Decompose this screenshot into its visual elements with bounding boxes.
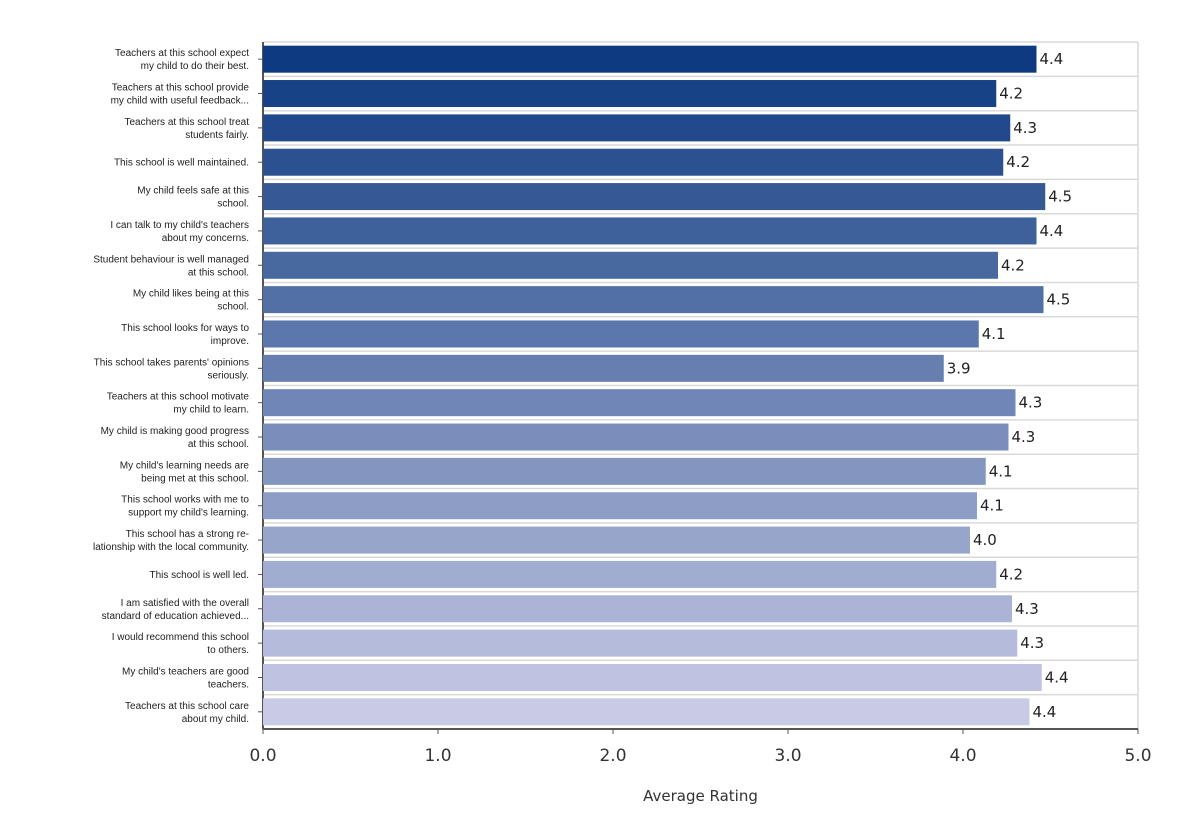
y-tick-label: being met at this school. — [141, 473, 249, 484]
bar[interactable] — [263, 457, 986, 485]
y-tick-label: standard of education achieved... — [102, 611, 249, 622]
y-tick-label: my child to learn. — [173, 405, 249, 416]
data-label: 4.2 — [999, 565, 1023, 583]
y-tick-label: This school takes parents' opinions — [94, 357, 249, 368]
y-tick-label: This school works with me to — [121, 495, 249, 506]
bar[interactable] — [263, 148, 1004, 176]
y-tick-label: I am satisfied with the overall — [121, 598, 249, 609]
y-tick-label: support my child's learning. — [128, 508, 249, 519]
bar[interactable] — [263, 45, 1037, 73]
y-tick-label: My child likes being at this — [133, 289, 249, 300]
data-label: 4.1 — [989, 462, 1013, 480]
y-tick-label: This school is well led. — [150, 570, 249, 581]
y-tick-label: school. — [217, 199, 249, 210]
bar[interactable] — [263, 698, 1030, 726]
y-tick-label: I would recommend this school — [112, 632, 249, 643]
y-tick-label: school. — [217, 302, 249, 313]
bar[interactable] — [263, 354, 944, 382]
y-tick-label: to others. — [207, 645, 249, 656]
bar[interactable] — [263, 320, 979, 348]
y-tick-label: Teachers at this school provide — [112, 83, 250, 94]
x-tick-label: 5.0 — [1124, 746, 1151, 766]
bar[interactable] — [263, 80, 997, 108]
x-tick-label: 4.0 — [949, 746, 976, 766]
x-tick-label: 0.0 — [249, 746, 276, 766]
data-label: 4.1 — [982, 325, 1006, 343]
data-label: 4.2 — [1001, 256, 1025, 274]
data-label: 4.4 — [1045, 668, 1069, 686]
data-label: 4.2 — [1006, 153, 1030, 171]
y-tick-label: Teachers at this school treat — [124, 117, 249, 128]
y-tick-label: Teachers at this school expect — [115, 48, 249, 59]
data-label: 4.4 — [1040, 50, 1064, 68]
bar[interactable] — [263, 663, 1042, 691]
x-axis-title: Average Rating — [643, 787, 758, 805]
y-tick-label: my child with useful feedback... — [111, 96, 249, 107]
data-label: 4.5 — [1047, 291, 1071, 309]
data-label: 4.3 — [1019, 394, 1043, 412]
bar[interactable] — [263, 595, 1012, 623]
y-tick-label: This school is well maintained. — [114, 158, 249, 169]
y-tick-label: My child's learning needs are — [120, 460, 250, 471]
data-label: 4.3 — [1015, 600, 1039, 618]
data-label: 4.4 — [1033, 703, 1057, 721]
y-tick-label: about my concerns. — [162, 233, 249, 244]
y-tick-label: I can talk to my child's teachers — [110, 220, 249, 231]
data-label: 4.3 — [1013, 119, 1037, 137]
bar[interactable] — [263, 286, 1044, 314]
y-tick-label: My child feels safe at this — [137, 186, 249, 197]
data-label: 4.3 — [1020, 634, 1044, 652]
bar[interactable] — [263, 423, 1009, 451]
bar[interactable] — [263, 389, 1016, 417]
data-label: 4.2 — [999, 85, 1023, 103]
bar[interactable] — [263, 492, 977, 520]
x-tick-label: 3.0 — [774, 746, 801, 766]
y-tick-label: at this school. — [188, 267, 249, 278]
y-tick-label: teachers. — [208, 679, 249, 690]
y-tick-label: This school looks for ways to — [121, 323, 249, 334]
y-tick-label: seriously. — [208, 370, 250, 381]
bar[interactable] — [263, 560, 997, 588]
y-tick-label: students fairly. — [185, 130, 249, 141]
y-tick-label: improve. — [211, 336, 249, 347]
y-tick-label: My child's teachers are good — [122, 666, 249, 677]
data-label: 4.4 — [1040, 222, 1064, 240]
y-tick-label: my child to do their best. — [141, 61, 249, 72]
bar[interactable] — [263, 114, 1011, 142]
x-tick-label: 1.0 — [424, 746, 451, 766]
data-label: 4.5 — [1048, 188, 1072, 206]
data-label: 4.0 — [973, 531, 997, 549]
x-tick-label: 2.0 — [599, 746, 626, 766]
y-tick-label: Teachers at this school care — [125, 701, 249, 712]
bar[interactable] — [263, 526, 970, 554]
y-tick-label: Teachers at this school motivate — [107, 392, 250, 403]
y-tick-label: about my child. — [182, 714, 249, 725]
bar[interactable] — [263, 251, 998, 279]
bar[interactable] — [263, 217, 1037, 245]
data-label: 3.9 — [947, 359, 971, 377]
bar[interactable] — [263, 629, 1018, 657]
y-tick-label: My child is making good progress — [101, 426, 249, 437]
y-tick-label: lationship with the local community. — [93, 542, 249, 553]
data-label: 4.3 — [1012, 428, 1036, 446]
y-tick-label: This school has a strong re- — [126, 529, 249, 540]
data-label: 4.1 — [980, 497, 1004, 515]
y-tick-label: at this school. — [188, 439, 249, 450]
bar[interactable] — [263, 183, 1046, 211]
y-tick-label: Student behaviour is well managed — [93, 254, 249, 265]
